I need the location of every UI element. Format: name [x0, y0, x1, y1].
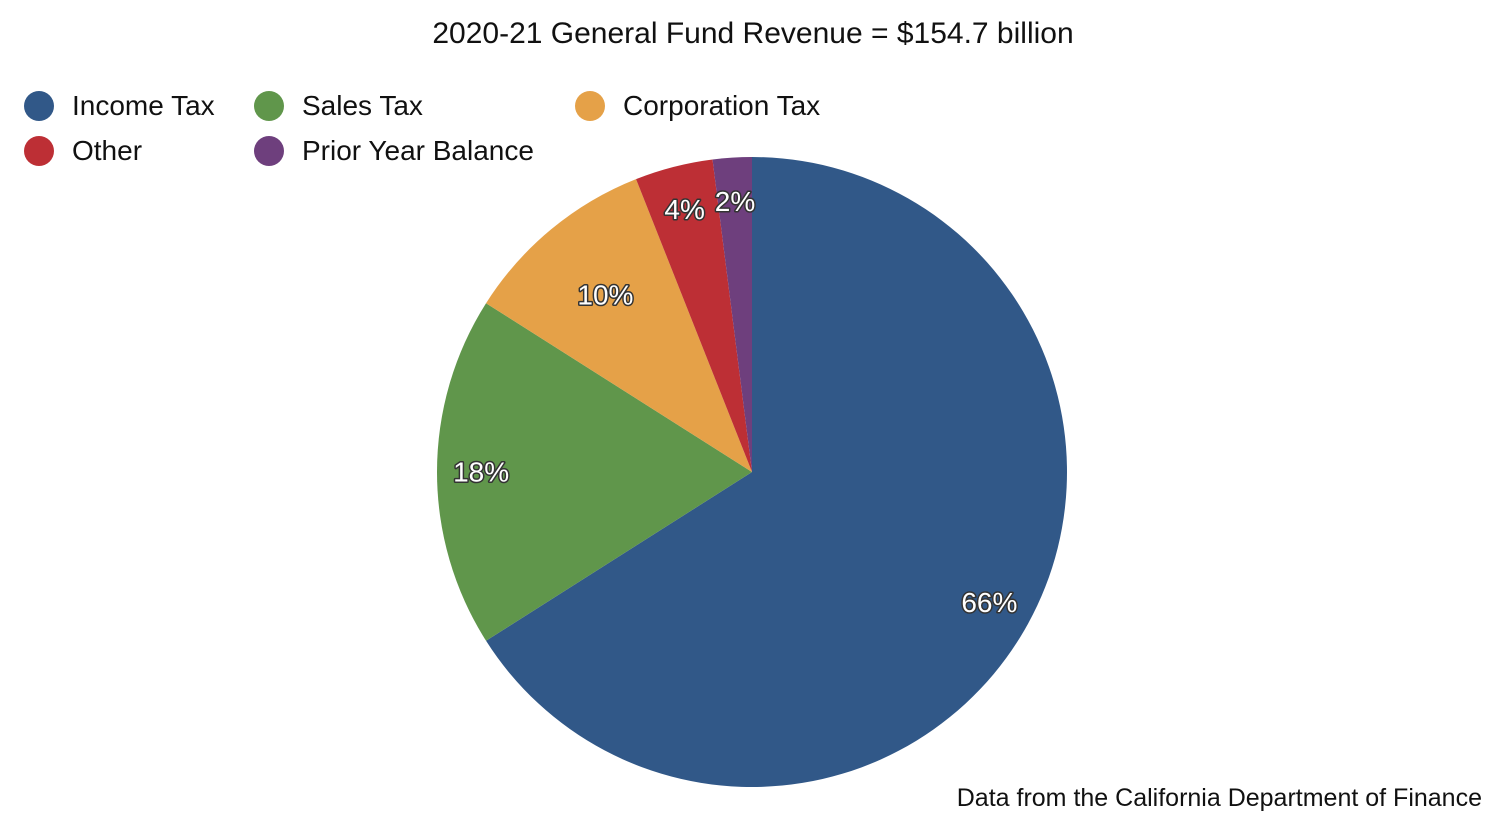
legend-swatch	[575, 91, 605, 121]
legend-label: Sales Tax	[302, 90, 423, 121]
legend-item-corporation-tax[interactable]: Corporation Tax	[575, 88, 820, 124]
slice-label-income-tax: 66%	[961, 587, 1017, 618]
legend-swatch	[254, 136, 284, 166]
legend-swatch	[24, 91, 54, 121]
legend-item-other[interactable]: Other	[24, 133, 142, 169]
legend-swatch	[254, 91, 284, 121]
slice-label-corporation-tax: 10%	[577, 279, 633, 310]
pie-slice-corporation-tax[interactable]	[486, 179, 752, 472]
slice-label-prior-year-balance: 2%	[715, 186, 755, 217]
legend-item-prior-year-balance[interactable]: Prior Year Balance	[254, 133, 534, 169]
pie-slice-labels: 66% 18% 10% 4% 2%	[452, 185, 1019, 620]
legend-swatch	[24, 136, 54, 166]
slice-label-sales-tax: 18%	[453, 457, 509, 488]
pie-slice-prior-year-balance[interactable]	[712, 157, 752, 472]
legend-label: Other	[72, 135, 143, 166]
source-note: Data from the California Department of F…	[956, 784, 1482, 812]
legend-label: Corporation Tax	[623, 90, 821, 121]
chart-title: 2020-21 General Fund Revenue = $154.7 bi…	[432, 17, 1074, 50]
legend-item-sales-tax[interactable]: Sales Tax	[254, 88, 423, 124]
legend-item-income-tax[interactable]: Income Tax	[24, 88, 215, 124]
pie-slices	[437, 157, 1067, 787]
legend-label: Income Tax	[72, 90, 215, 121]
pie-slice-other[interactable]	[636, 159, 752, 472]
pie-slice-income-tax[interactable]	[486, 157, 1067, 787]
slice-label-other: 4%	[664, 194, 704, 225]
legend-label: Prior Year Balance	[302, 135, 534, 166]
pie-slice-sales-tax[interactable]	[437, 303, 752, 641]
